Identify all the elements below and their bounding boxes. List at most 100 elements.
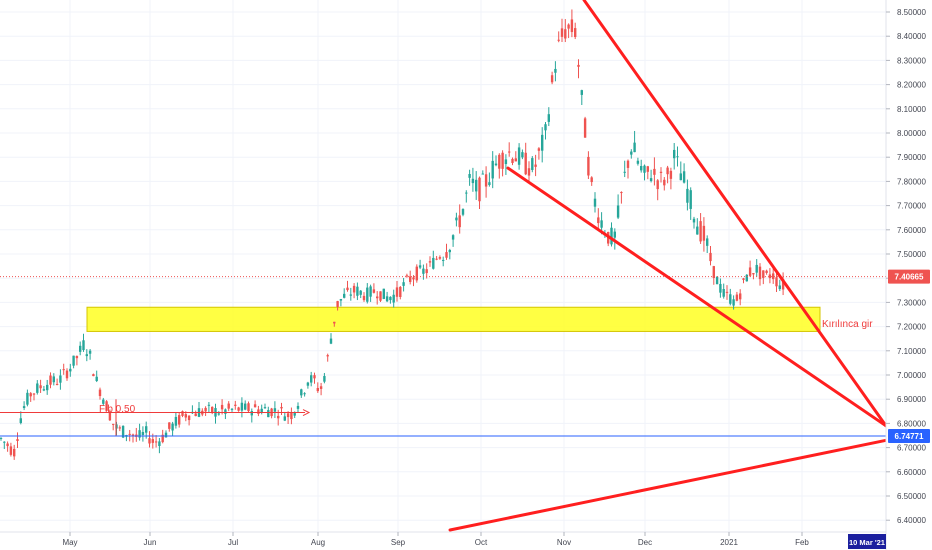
candle-body [659,171,663,173]
candle-body [164,432,168,438]
candle-body [623,171,626,173]
candle-body [590,177,593,183]
candle-body [352,285,356,293]
trend-line-upper-wedge [582,0,888,428]
price-tick-label: 7.00000 [897,371,926,380]
candle-body [184,414,187,418]
candle-body [455,217,458,221]
candle-body [735,294,739,301]
candle-body [415,266,418,281]
candle-body [613,231,616,238]
candle-body [692,218,696,223]
candle-body [257,409,260,414]
candle-body [649,178,653,182]
candle-body [339,299,343,301]
candle-body [85,354,88,357]
candle-body [6,443,9,447]
candle-body [194,413,197,417]
candle-body [402,282,405,286]
candle-body [461,209,465,215]
candle-body [435,258,438,260]
blue-line-tag [888,429,930,444]
candle-body [52,376,55,383]
candle-body [478,177,481,202]
candle-body [706,238,709,246]
candle-body [121,425,125,438]
time-tick-label: Oct [475,538,488,547]
candle-body [108,412,112,421]
candle-body [79,345,82,352]
candle-body [732,299,735,306]
candle-body [158,441,161,447]
price-tick-label: 8.10000 [897,105,926,114]
candle-body [752,273,755,275]
candle-body [504,159,508,165]
candle-body [286,413,290,418]
support-zone-box [86,306,821,332]
candle-body [541,134,544,151]
candle-body [531,158,534,170]
candle-body [29,393,32,397]
candle-body [154,441,158,443]
candle-body [95,376,98,381]
candle-body [587,156,590,176]
candle-body [465,192,468,194]
price-tick-label: 7.70000 [897,202,926,211]
price-tick-label: 8.20000 [897,81,926,90]
candle-body [564,29,567,39]
candle-body [82,340,85,350]
candle-body [494,163,498,166]
price-tick-label: 6.70000 [897,444,926,453]
candle-body [372,289,376,293]
candle-body [102,399,105,404]
candle-body [475,179,478,192]
candle-body [65,370,69,379]
candle-body [448,249,451,253]
candle-body [550,75,554,83]
candle-body [653,168,656,175]
price-tick-label: 7.90000 [897,153,926,162]
candle-body [491,160,494,179]
candle-body [554,68,557,73]
time-axis[interactable]: May Jun Jul Aug Sep Oct Nov Dec 2021 Feb 10 Mar '2… [0,531,886,549]
candle-body [524,152,527,175]
candle-body [296,405,300,409]
candle-body [36,383,39,393]
overlays [0,0,888,532]
candle-body [666,167,669,175]
candle-body [438,257,442,259]
candle-body [676,156,679,158]
candle-body [343,293,346,298]
candle-body [112,423,115,425]
candle-body [319,386,323,389]
candle-body [283,416,286,421]
candle-body [409,276,412,282]
candle-body [316,388,319,392]
candle-body [178,415,181,425]
candle-body [630,151,633,155]
candle-body [88,350,92,354]
time-tick-label: May [62,538,77,547]
candle-body [329,338,333,344]
candle-body [567,24,570,29]
candle-body [369,286,372,297]
candle-body [775,277,778,287]
fib-arrow-head [302,409,311,416]
candle-body [577,64,580,67]
candle-body [626,160,630,168]
candle-body [244,403,247,410]
candle-body [729,294,732,304]
candle-body [349,294,352,296]
candle-body [32,393,36,395]
candle-body [306,382,310,386]
time-tick-label: Dec [638,538,652,547]
candle-body [224,409,227,414]
candle-body [580,90,583,95]
price-axis[interactable]: 8.50000 8.40000 8.30000 8.20000 8.10000 8.000… [885,0,932,550]
candle-body [22,406,26,409]
candle-body [673,149,676,159]
candle-body [616,205,620,218]
candle-body [250,411,253,416]
candle-body [597,217,600,224]
